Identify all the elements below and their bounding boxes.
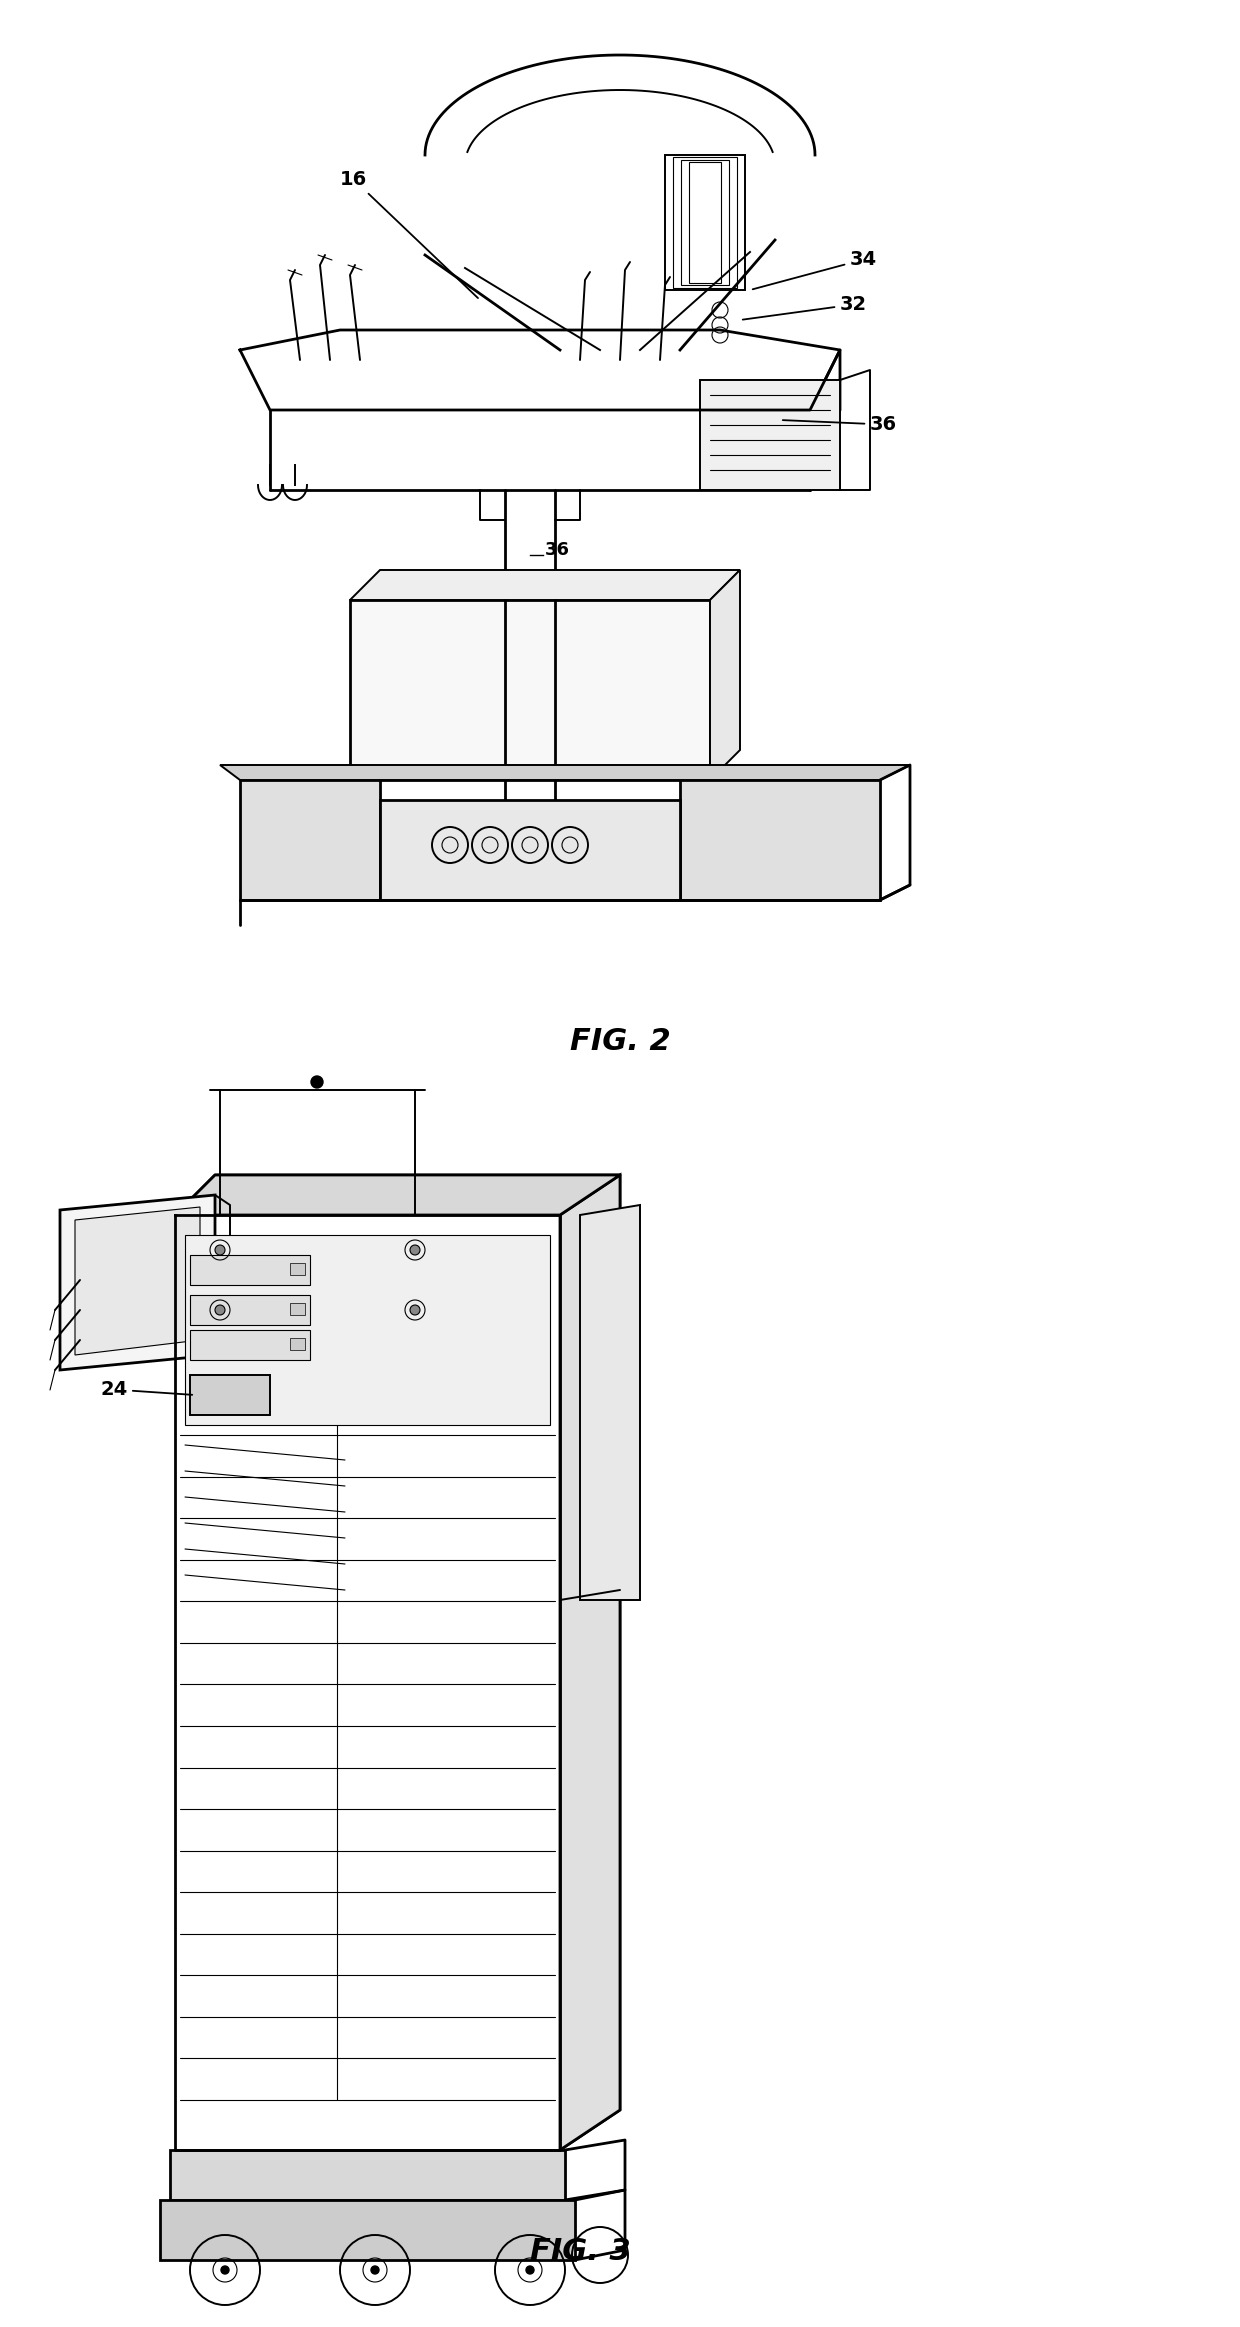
Circle shape: [410, 1305, 420, 1315]
Polygon shape: [74, 1208, 200, 1354]
Polygon shape: [290, 1264, 305, 1275]
Polygon shape: [185, 1236, 551, 1424]
Polygon shape: [241, 780, 379, 901]
Polygon shape: [580, 1205, 640, 1601]
Text: 16: 16: [340, 170, 477, 298]
Text: FIG. 3: FIG. 3: [529, 2236, 630, 2266]
Polygon shape: [175, 1175, 620, 1215]
Polygon shape: [711, 570, 740, 780]
Polygon shape: [190, 1375, 270, 1415]
Circle shape: [410, 1245, 420, 1254]
Polygon shape: [60, 1196, 215, 1371]
Polygon shape: [170, 2150, 565, 2199]
Polygon shape: [290, 1338, 305, 1350]
Polygon shape: [190, 1296, 310, 1324]
Text: 24: 24: [100, 1380, 192, 1399]
Polygon shape: [701, 379, 839, 491]
Text: 36: 36: [782, 414, 897, 435]
Polygon shape: [680, 780, 880, 901]
Polygon shape: [350, 600, 711, 780]
Polygon shape: [190, 1254, 310, 1285]
Circle shape: [371, 2266, 379, 2273]
Circle shape: [526, 2266, 534, 2273]
Circle shape: [215, 1245, 224, 1254]
Polygon shape: [379, 800, 680, 901]
Polygon shape: [560, 1175, 620, 2150]
Circle shape: [311, 1075, 322, 1089]
Polygon shape: [219, 766, 910, 780]
Polygon shape: [350, 570, 740, 600]
Circle shape: [221, 2266, 229, 2273]
Polygon shape: [190, 1331, 310, 1359]
Circle shape: [215, 1305, 224, 1315]
Text: 36: 36: [546, 540, 570, 558]
Polygon shape: [290, 1303, 305, 1315]
Text: FIG. 2: FIG. 2: [569, 1026, 671, 1056]
Text: 34: 34: [753, 249, 877, 289]
Polygon shape: [160, 2199, 575, 2260]
Text: 32: 32: [743, 296, 867, 319]
